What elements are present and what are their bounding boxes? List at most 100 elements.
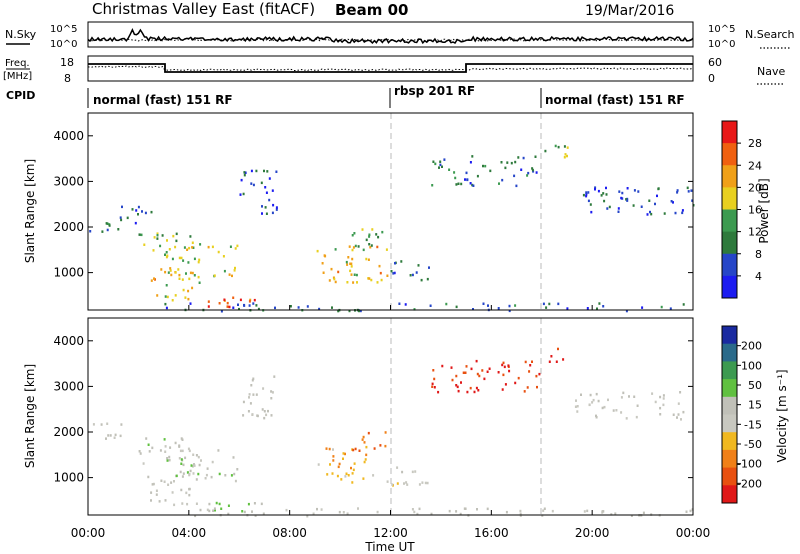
- data-cell-9: [483, 377, 486, 381]
- data-cell-4: [165, 284, 168, 287]
- data-cell-6: [348, 309, 351, 313]
- data-cell-6: [331, 306, 333, 309]
- data-cell-9: [481, 369, 484, 372]
- cpid-panel: CPID normal (fast) 151 RF rbsp 201 RF no…: [6, 84, 685, 108]
- data-cell-6: [682, 303, 685, 306]
- data-cell-4: [212, 509, 215, 512]
- data-cell-4: [197, 275, 200, 279]
- data-cell-8: [375, 233, 378, 236]
- ytick-label: 4000: [53, 129, 84, 143]
- data-cell-5: [223, 298, 226, 301]
- data-cell-3: [197, 472, 200, 476]
- data-cell-2: [150, 491, 153, 494]
- data-cell-11: [615, 409, 618, 412]
- nave-tick-top: 60: [708, 56, 722, 69]
- data-cell-6: [342, 457, 344, 460]
- data-cell-5: [213, 507, 216, 510]
- data-cell-1: [168, 458, 171, 462]
- colorbar-swatch: [722, 209, 737, 233]
- time-x-axis: 00:00 04:00 08:00 12:00 16:00 20:00 00:00: [71, 305, 710, 540]
- data-cell-4: [198, 281, 201, 284]
- data-cell-7: [356, 281, 358, 284]
- data-cell-3: [182, 463, 185, 467]
- data-cell-2: [143, 243, 146, 246]
- nsearch-tick-bottom: 10^0: [708, 39, 735, 50]
- velocity-panel: 4000 3000 2000 1000 Slant Range [km] 200 100…: [23, 305, 789, 554]
- data-cell-12: [633, 189, 636, 192]
- velocity-colorbar: 200 100 50 15 -15 -50 -100 -200: [721, 325, 762, 504]
- ytick-label: 2000: [53, 220, 84, 234]
- data-cell-3: [197, 260, 200, 264]
- data-cell-8: [361, 228, 364, 231]
- data-cell-4: [184, 296, 187, 299]
- data-cell-12: [637, 190, 640, 193]
- colorbar-swatch: [722, 432, 737, 451]
- data-cell-7: [378, 264, 381, 268]
- data-cell-6: [297, 306, 300, 309]
- data-cell-6: [508, 304, 511, 308]
- data-cell-12: [251, 379, 254, 382]
- data-cell-2: [193, 257, 196, 261]
- data-cell-7: [351, 248, 354, 252]
- data-cell-5: [239, 298, 242, 302]
- data-cell-1: [159, 449, 162, 452]
- data-cell-7: [321, 262, 324, 265]
- data-cell-6: [165, 306, 168, 310]
- data-cell-4: [208, 502, 211, 506]
- colorbar-swatch: [722, 143, 737, 166]
- data-cell-9: [455, 374, 458, 378]
- data-cell-9: [488, 367, 491, 370]
- data-cell-1: [166, 459, 169, 462]
- data-cell-3: [178, 273, 181, 277]
- data-cell-6: [325, 447, 328, 450]
- data-cell-9: [426, 277, 429, 281]
- data-cell-6: [329, 463, 331, 466]
- data-cell-3: [192, 453, 195, 456]
- data-cell-9: [508, 369, 511, 373]
- ytick-label: 1000: [53, 266, 84, 280]
- data-cell-13: [244, 171, 247, 174]
- data-cell-1: [181, 449, 184, 453]
- data-cell-2: [185, 491, 188, 495]
- data-cell-7: [379, 444, 382, 447]
- data-cell-13: [261, 205, 263, 208]
- data-cell-5: [227, 512, 230, 516]
- data-cell-8: [354, 244, 357, 248]
- data-cell-4: [164, 270, 167, 274]
- data-cell-9: [462, 371, 465, 374]
- data-cell-2: [192, 246, 195, 249]
- data-cell-8: [371, 228, 374, 231]
- data-cell-6: [164, 302, 167, 306]
- data-cell-1: [144, 211, 147, 215]
- data-cell-6: [337, 465, 340, 469]
- data-cell-0: [101, 230, 104, 233]
- colorbar-tick-label: -200: [737, 477, 762, 490]
- data-cell-7: [332, 276, 335, 279]
- data-cell-8: [365, 238, 368, 242]
- data-cell-2: [155, 493, 158, 496]
- data-cell-3: [175, 474, 178, 478]
- colorbar-swatch: [722, 396, 737, 415]
- data-cell-7: [367, 258, 370, 261]
- data-cell-3: [191, 246, 194, 249]
- data-cell-9: [475, 386, 478, 390]
- data-cell-6: [317, 463, 320, 466]
- data-cell-7: [345, 260, 348, 264]
- data-cell-2: [156, 237, 159, 240]
- data-cell-12: [262, 387, 265, 390]
- station-title: Christmas Valley East (fitACF): [92, 0, 315, 18]
- nsky-series-line: [87, 28, 694, 45]
- data-cell-3: [188, 472, 191, 476]
- data-cell-3: [223, 269, 226, 273]
- data-cell-5: [312, 512, 315, 515]
- data-cell-10: [562, 358, 565, 361]
- data-cell-2: [164, 253, 166, 256]
- data-cell-12: [271, 391, 274, 394]
- data-cell-10: [448, 168, 451, 171]
- data-cell-7: [376, 245, 379, 249]
- data-cell-8: [370, 244, 373, 247]
- data-cell-4: [164, 295, 167, 298]
- data-cell-6: [337, 309, 340, 313]
- data-cell-2: [199, 243, 202, 246]
- data-cell-7: [351, 257, 354, 261]
